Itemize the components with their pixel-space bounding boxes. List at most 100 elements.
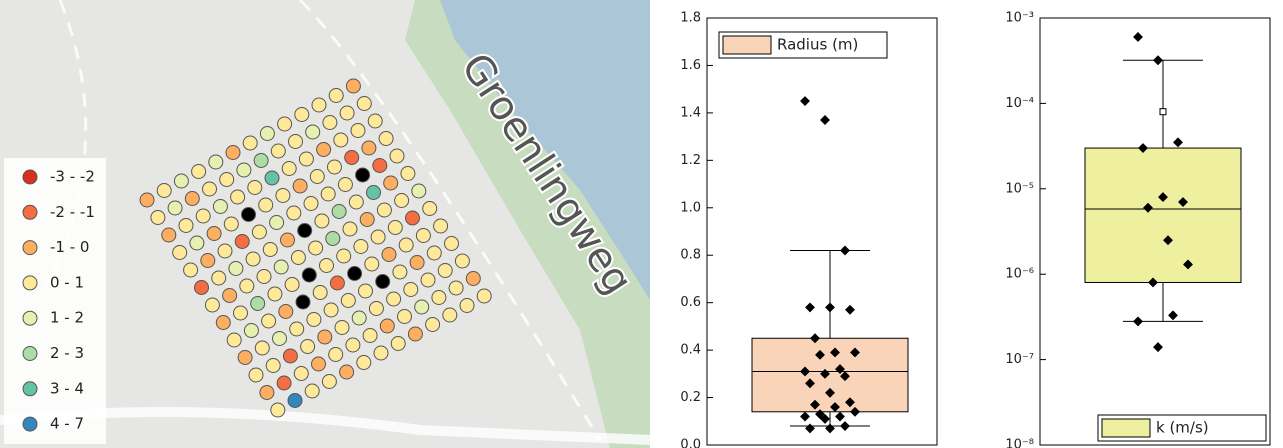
- survey-point: [398, 237, 414, 253]
- data-point: [845, 304, 855, 315]
- survey-point: [351, 310, 367, 326]
- path: [298, 0, 602, 441]
- survey-point: [337, 177, 353, 192]
- data-point: [850, 406, 860, 417]
- y-tick-label: 10⁻⁸: [1005, 438, 1034, 448]
- survey-point: [250, 296, 266, 311]
- survey-point: [172, 245, 188, 260]
- survey-point: [311, 97, 327, 113]
- survey-point: [379, 318, 395, 334]
- survey-point: [328, 88, 344, 103]
- survey-point: [265, 358, 281, 373]
- survey-point: [322, 115, 338, 130]
- survey-point: [414, 299, 430, 315]
- survey-point: [327, 159, 342, 175]
- survey-point: [364, 256, 380, 272]
- survey-point: [323, 302, 339, 318]
- survey-point: [320, 186, 336, 202]
- survey-point: [281, 161, 297, 176]
- data-point: [815, 349, 825, 360]
- map-layer: -3 - -2 -2 - -1 -1 - 0 0 - 1 1 - 2 2 - 3 3 - 4…: [22, 78, 492, 433]
- survey-point: [353, 239, 369, 254]
- survey-point: [236, 162, 252, 178]
- survey-point: [373, 345, 389, 361]
- legend-swatch: [22, 169, 38, 185]
- survey-point: [415, 228, 431, 243]
- survey-point: [295, 294, 311, 310]
- survey-point: [211, 270, 227, 286]
- survey-point: [183, 262, 199, 278]
- survey-point: [342, 221, 358, 237]
- survey-point: [305, 124, 321, 140]
- survey-point: [242, 135, 258, 151]
- survey-point: [375, 274, 391, 289]
- survey-point: [228, 261, 244, 276]
- legend-swatch: [22, 416, 38, 432]
- survey-point: [208, 154, 224, 170]
- survey-point: [243, 323, 259, 338]
- mean: [1159, 108, 1167, 116]
- survey-point: [321, 374, 337, 389]
- survey-point: [222, 288, 238, 303]
- survey-point: [194, 280, 209, 295]
- survey-point: [261, 313, 277, 329]
- data-point: [825, 423, 835, 434]
- survey-point: [288, 134, 303, 149]
- survey-point: [237, 350, 253, 365]
- legend-label: -1 - 0: [50, 238, 89, 256]
- legend-swatch: [22, 275, 38, 291]
- survey-point: [270, 143, 286, 159]
- y-tick-label: 1.6: [680, 58, 701, 73]
- survey-point: [420, 272, 436, 288]
- survey-point: [267, 286, 283, 302]
- data-point: [1153, 342, 1163, 353]
- survey-point: [150, 210, 166, 225]
- survey-point: [233, 305, 248, 321]
- data-point: [1183, 259, 1193, 270]
- survey-point: [368, 301, 384, 316]
- data-point: [825, 302, 835, 313]
- survey-point: [282, 348, 298, 364]
- data-point: [835, 411, 845, 422]
- survey-point: [212, 199, 228, 214]
- survey-point: [334, 320, 350, 335]
- data-point: [825, 387, 835, 398]
- data-point: [800, 411, 810, 422]
- survey-point: [426, 245, 442, 261]
- survey-point: [262, 242, 278, 257]
- survey-point: [405, 210, 420, 226]
- survey-point: [225, 145, 241, 160]
- data-point: [820, 368, 830, 379]
- survey-point: [253, 153, 269, 168]
- survey-point: [270, 402, 286, 418]
- survey-point: [278, 304, 294, 319]
- survey-point: [189, 235, 205, 251]
- survey-point: [348, 194, 364, 210]
- survey-point: [339, 364, 355, 380]
- data-point: [1153, 55, 1163, 66]
- data-point: [1173, 137, 1183, 148]
- data-point: [840, 371, 850, 382]
- legend-swatch: [22, 204, 38, 220]
- y-tick-label: 0.8: [680, 248, 701, 263]
- survey-point: [308, 240, 324, 256]
- survey-point: [300, 339, 316, 354]
- survey-point: [350, 123, 366, 138]
- survey-point: [284, 277, 300, 292]
- survey-point: [319, 258, 334, 273]
- survey-point: [226, 332, 242, 348]
- y-tick-label: 10⁻⁷: [1005, 352, 1034, 367]
- survey-point: [356, 355, 372, 370]
- survey-point: [386, 291, 402, 307]
- survey-point: [247, 180, 263, 195]
- survey-point: [340, 293, 356, 308]
- survey-point: [454, 253, 470, 269]
- data-point: [1168, 310, 1178, 321]
- survey-point: [292, 178, 308, 194]
- box: [1084, 147, 1242, 283]
- survey-point: [317, 329, 333, 345]
- survey-point: [459, 298, 475, 313]
- survey-point: [254, 340, 270, 356]
- survey-point: [206, 226, 222, 241]
- survey-point: [273, 259, 289, 275]
